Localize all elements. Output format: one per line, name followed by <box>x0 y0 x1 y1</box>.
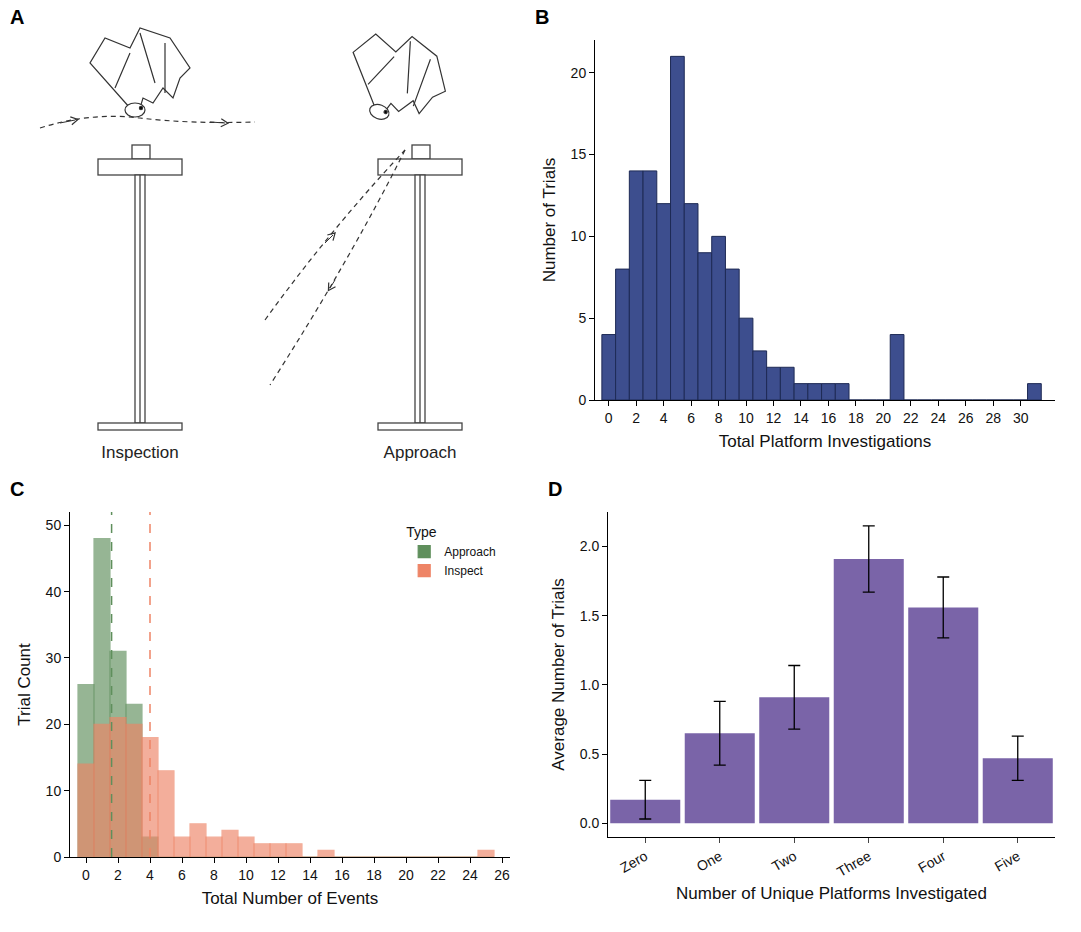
svg-text:0: 0 <box>53 849 61 865</box>
svg-text:14: 14 <box>302 867 318 883</box>
svg-text:26: 26 <box>494 867 510 883</box>
svg-text:1.0: 1.0 <box>580 677 600 693</box>
svg-text:30: 30 <box>1013 410 1029 426</box>
svg-text:10: 10 <box>46 783 62 799</box>
svg-text:12: 12 <box>270 867 286 883</box>
svg-text:Zero: Zero <box>617 848 650 876</box>
svg-text:16: 16 <box>334 867 350 883</box>
svg-text:20: 20 <box>571 65 587 81</box>
svg-text:1.5: 1.5 <box>580 608 600 624</box>
svg-text:Inspect: Inspect <box>444 564 483 578</box>
svg-text:Approach: Approach <box>384 443 457 462</box>
svg-text:18: 18 <box>848 410 864 426</box>
svg-text:50: 50 <box>46 517 62 533</box>
svg-text:8: 8 <box>210 867 218 883</box>
html-text:B: B <box>535 6 550 28</box>
svg-text:12: 12 <box>766 410 782 426</box>
svg-text:Four: Four <box>915 847 948 875</box>
svg-text:6: 6 <box>687 410 695 426</box>
svg-text:0: 0 <box>578 392 586 408</box>
svg-text:Two: Two <box>769 848 799 875</box>
svg-text:Number of Trials: Number of Trials <box>540 158 559 283</box>
html-text:A: A <box>10 6 25 28</box>
svg-text:30: 30 <box>46 650 62 666</box>
svg-text:10: 10 <box>571 228 587 244</box>
html-text:C: C <box>10 478 25 500</box>
svg-text:Five: Five <box>992 847 1023 874</box>
svg-text:20: 20 <box>876 410 892 426</box>
svg-text:22: 22 <box>430 867 446 883</box>
svg-text:5: 5 <box>578 310 586 326</box>
svg-text:26: 26 <box>958 410 974 426</box>
svg-text:Type: Type <box>406 524 437 540</box>
svg-text:0: 0 <box>605 410 613 426</box>
svg-text:One: One <box>694 848 725 875</box>
svg-text:4: 4 <box>660 410 668 426</box>
svg-text:2: 2 <box>632 410 640 426</box>
svg-text:4: 4 <box>146 867 154 883</box>
svg-text:Trial Count: Trial Count <box>15 643 34 726</box>
svg-text:Total Number of Events: Total Number of Events <box>202 889 379 908</box>
svg-text:2: 2 <box>114 867 122 883</box>
svg-text:22: 22 <box>903 410 919 426</box>
svg-text:15: 15 <box>571 146 587 162</box>
svg-text:Number of Unique Platforms Inv: Number of Unique Platforms Investigated <box>676 884 987 903</box>
svg-text:8: 8 <box>715 410 723 426</box>
svg-text:20: 20 <box>46 716 62 732</box>
svg-text:6: 6 <box>178 867 186 883</box>
svg-text:Average Number of Trials: Average Number of Trials <box>549 578 568 770</box>
svg-text:Inspection: Inspection <box>101 443 179 462</box>
svg-text:18: 18 <box>366 867 382 883</box>
svg-text:20: 20 <box>398 867 414 883</box>
svg-text:28: 28 <box>985 410 1001 426</box>
svg-text:10: 10 <box>238 867 254 883</box>
svg-text:Approach: Approach <box>444 545 495 559</box>
svg-text:40: 40 <box>46 584 62 600</box>
svg-text:14: 14 <box>793 410 809 426</box>
html-text:D: D <box>548 478 563 500</box>
svg-text:0.5: 0.5 <box>580 746 600 762</box>
svg-text:Total Platform Investigations: Total Platform Investigations <box>719 432 932 451</box>
svg-text:24: 24 <box>930 410 946 426</box>
svg-text:10: 10 <box>738 410 754 426</box>
svg-text:0.0: 0.0 <box>580 815 600 831</box>
svg-text:24: 24 <box>462 867 478 883</box>
svg-text:0: 0 <box>82 867 90 883</box>
svg-text:16: 16 <box>821 410 837 426</box>
svg-text:2.0: 2.0 <box>580 538 600 554</box>
svg-text:Three: Three <box>834 847 874 879</box>
